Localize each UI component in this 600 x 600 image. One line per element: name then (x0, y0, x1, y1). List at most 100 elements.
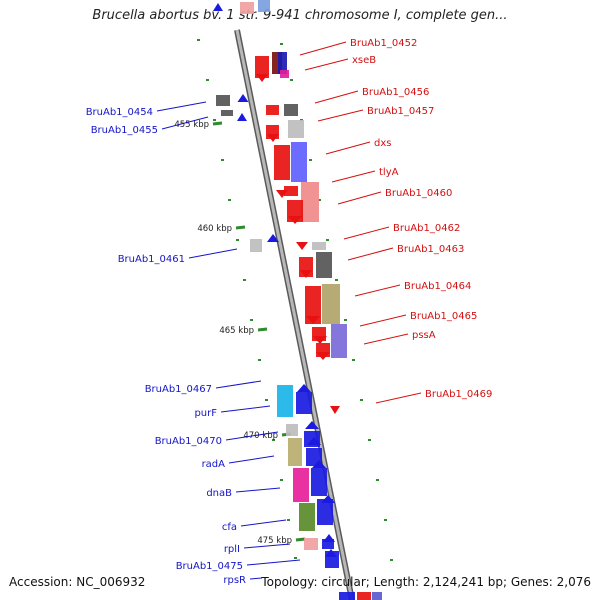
gene-block (357, 592, 371, 600)
gene-block (221, 110, 233, 116)
label-leader-line (188, 248, 238, 259)
gene-label-reverse[interactable]: BruAb1_0465 (410, 311, 477, 322)
gene-label-forward[interactable]: BruAb1_0467 (145, 384, 212, 395)
gene-block (322, 284, 340, 324)
gene-label-forward[interactable]: BruAb1_0461 (118, 254, 185, 265)
gene-label-forward[interactable]: dnaB (206, 488, 232, 499)
kbp-tick-label: 470 kbp (243, 431, 278, 441)
gene-block (339, 592, 355, 600)
gene-block (258, 0, 270, 12)
label-leader-line (243, 543, 291, 549)
label-leader-line (363, 333, 409, 345)
label-leader-line (215, 380, 262, 389)
gene-arrowhead (267, 234, 279, 242)
gene-block (272, 52, 282, 74)
label-leaders (156, 41, 422, 580)
label-leader-line (347, 247, 394, 261)
gene-block (304, 538, 318, 550)
gene-label-reverse[interactable]: BruAb1_0456 (362, 87, 429, 98)
gene-arrowhead (321, 495, 335, 503)
map-title: Brucella abortus bv. 1 str. 9-941 chromo… (92, 8, 508, 23)
gene-block (240, 2, 254, 14)
gene-block (250, 239, 262, 252)
gene-label-forward[interactable]: purF (194, 408, 217, 419)
tick-marks: 455 kbp 460 kbp 465 kbp 470 kbp 475 kbp (174, 39, 393, 561)
kbp-tick-label: 455 kbp (174, 120, 209, 130)
gene-block (288, 438, 302, 466)
gene-block (331, 324, 347, 358)
label-leader-line (249, 577, 263, 580)
label-leader-line (220, 405, 271, 413)
kbp-tick (212, 121, 223, 126)
gene-arrowhead (288, 216, 302, 224)
label-leader-line (246, 559, 301, 566)
gene-label-reverse[interactable]: xseB (352, 55, 376, 66)
gene-block (372, 592, 382, 600)
gene-block (284, 186, 298, 196)
gene-label-reverse[interactable]: tlyA (379, 167, 399, 178)
gene-label-reverse[interactable]: BruAb1_0463 (397, 244, 464, 255)
gene-label-reverse[interactable]: BruAb1_0460 (385, 188, 452, 199)
label-leader-line (354, 284, 401, 297)
gene-arrowhead (330, 406, 340, 414)
gene-label-forward[interactable]: rpsR (223, 575, 246, 586)
gene-block (216, 95, 230, 106)
label-leader-line (317, 109, 364, 122)
gene-arrowhead (313, 336, 327, 344)
kbp-tick (235, 225, 246, 230)
gene-arrowhead (312, 460, 326, 468)
gene-arrowhead (213, 3, 223, 11)
label-leader-line (161, 116, 209, 130)
gene-label-forward[interactable]: BruAb1_0455 (91, 125, 158, 136)
gene-block (291, 142, 307, 182)
label-leader-line (225, 431, 279, 441)
gene-arrowhead (306, 316, 320, 324)
gene-block (274, 145, 290, 180)
gene-arrowhead (296, 242, 308, 250)
gene-label-reverse[interactable]: BruAb1_0469 (425, 389, 492, 400)
gene-arrowhead (297, 384, 311, 392)
gene-arrowhead (237, 94, 249, 102)
label-leader-line (314, 90, 359, 104)
gene-arrowhead (307, 437, 321, 445)
gene-block (317, 499, 333, 525)
gene-arrowhead (237, 113, 247, 121)
gene-label-reverse[interactable]: BruAb1_0462 (393, 223, 460, 234)
gene-label-forward[interactable]: cfa (222, 522, 237, 533)
gene-labels: BruAb1_0454 BruAb1_0455 BruAb1_0461 BruAb1_… (86, 38, 493, 586)
gene-arrowhead (305, 421, 319, 429)
gene-block (280, 70, 289, 78)
gene-arrowhead (276, 190, 288, 198)
label-leader-line (228, 455, 275, 464)
gene-block (288, 120, 304, 138)
gene-label-reverse[interactable]: BruAb1_0452 (350, 38, 417, 49)
gene-block (278, 52, 287, 74)
gene-block (301, 182, 319, 222)
gene-label-reverse[interactable]: dxs (374, 138, 391, 149)
label-leader-line (304, 58, 349, 71)
kbp-tick (257, 327, 268, 332)
gene-block (296, 392, 312, 414)
gene-arrowhead (267, 134, 279, 142)
gene-block (299, 503, 315, 531)
gene-block (277, 385, 293, 417)
gene-features (213, 0, 382, 600)
gene-block (322, 539, 334, 549)
label-leader-line (240, 519, 287, 527)
gene-label-forward[interactable]: BruAb1_0470 (155, 436, 222, 447)
gene-label-forward[interactable]: radA (202, 459, 226, 470)
gene-block (284, 104, 298, 116)
gene-block (311, 468, 327, 496)
gene-arrowhead (256, 74, 268, 82)
gene-arrowhead (316, 352, 330, 360)
gene-label-reverse[interactable]: BruAb1_0457 (367, 106, 434, 117)
gene-label-forward[interactable]: BruAb1_0454 (86, 107, 153, 118)
gene-label-reverse[interactable]: pssA (412, 330, 436, 341)
gene-block (305, 286, 321, 324)
gene-arrowhead (325, 549, 337, 557)
gene-label-forward[interactable]: rplI (224, 544, 240, 555)
gene-label-reverse[interactable]: BruAb1_0464 (404, 281, 471, 292)
gene-label-forward[interactable]: BruAb1_0475 (176, 561, 243, 572)
accession-text: Accession: NC_006932 (9, 575, 146, 589)
